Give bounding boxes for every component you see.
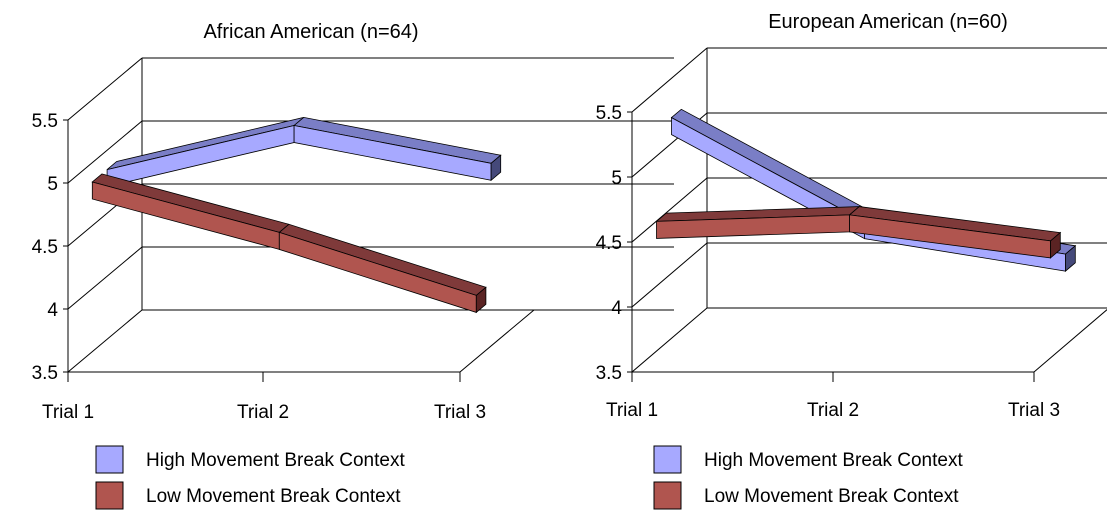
ribbon-end-cap (1050, 231, 1061, 259)
ribbon-end-cap (475, 286, 487, 314)
x-tick-label: Trial 1 (606, 400, 658, 421)
series-high (106, 116, 502, 188)
legend-swatch (95, 445, 124, 474)
floor-right-edge (1033, 309, 1107, 373)
plot-frame (627, 47, 1107, 382)
chart-2: European American (n=60) 3.5 4 4.5 5 5.5 Trial… (596, 11, 1107, 510)
y-tick-label: 4.5 (596, 233, 622, 254)
y-tick-label: 3.5 (32, 363, 58, 384)
side-gridline (67, 57, 143, 121)
legend-label: High Movement Break Context (146, 450, 405, 471)
legend-swatch (653, 445, 682, 474)
side-gridline (67, 120, 143, 184)
y-tick-label: 5.5 (32, 111, 58, 132)
series-low (655, 206, 1062, 259)
ribbon-front-segment (106, 124, 295, 188)
ribbon-front-segment (278, 231, 477, 313)
y-tick-label: 4 (611, 298, 622, 319)
plot-frame (63, 57, 674, 382)
x-tick-label: Trial 2 (807, 400, 859, 421)
ribbon-end-cap (490, 154, 502, 182)
legend-swatch (653, 481, 682, 510)
x-tick-label: Trial 3 (1008, 400, 1060, 421)
y-tick-label: 3.5 (596, 363, 622, 384)
x-tick-label: Trial 1 (42, 402, 94, 423)
side-gridline (631, 177, 708, 243)
y-tick-label: 5.5 (596, 103, 622, 124)
floor-right-edge (459, 309, 535, 373)
legend-label: Low Movement Break Context (704, 486, 959, 507)
y-tick-label: 5 (611, 168, 622, 189)
y-tick-label: 5 (47, 174, 58, 195)
side-gridline (67, 246, 143, 310)
ribbon-end-cap (1065, 244, 1076, 272)
chart-1: African American (n=64) 3.5 4 4.5 5 5.5 Trial … (32, 21, 674, 510)
chart-title: African American (n=64) (203, 21, 418, 43)
chart-title: European American (n=60) (768, 11, 1008, 33)
side-gridline (631, 242, 708, 308)
y-tick-label: 4 (47, 300, 58, 321)
ribbon-top-segment (670, 108, 876, 223)
side-gridline (67, 309, 143, 373)
y-tick-label: 4.5 (32, 237, 58, 258)
ribbon-top-segment (278, 223, 487, 296)
x-tick-label: Trial 2 (237, 402, 289, 423)
series-low (91, 173, 487, 314)
legend-swatch (95, 481, 124, 510)
side-gridline (631, 307, 708, 373)
side-gridline (631, 47, 708, 113)
x-tick-label: Trial 3 (434, 402, 486, 423)
legend-label: Low Movement Break Context (146, 486, 401, 507)
legend-label: High Movement Break Context (704, 450, 963, 471)
